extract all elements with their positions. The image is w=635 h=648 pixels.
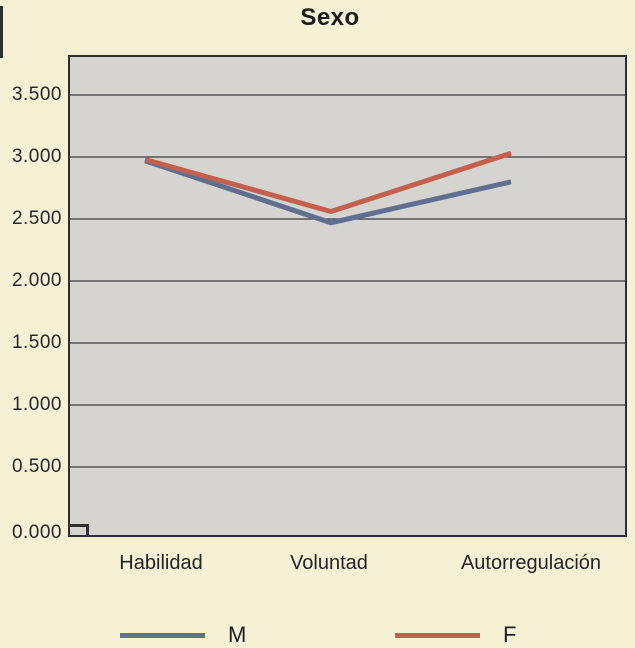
chart-canvas [70, 94, 625, 468]
series-line-f [144, 150, 512, 215]
legend-label: M [228, 622, 247, 647]
x-axis-category-label: Voluntad [290, 552, 368, 574]
y-axis-tick-label: 0.000 [11, 522, 62, 543]
x-axis-category-label: Autorregulación [460, 552, 602, 574]
legend-swatch-m [120, 632, 205, 638]
legend-item-f: F [395, 622, 516, 648]
x-axis-category-label: Habilidad [119, 552, 203, 574]
legend-item-m: M [120, 622, 246, 648]
y-axis-tick-label: 1.000 [11, 394, 62, 415]
y-axis-tick-label: 2.500 [11, 208, 62, 229]
y-axis-tick-label: 2.000 [11, 270, 62, 291]
legend-label: F [503, 622, 517, 647]
y-axis-tick-label: 1.500 [11, 332, 62, 353]
scan-artifact-mark [0, 6, 3, 58]
chart-title: Sexo [300, 4, 360, 31]
y-axis-tick-label: 0.500 [11, 456, 62, 477]
series-line-m [144, 158, 512, 226]
plot-area [68, 55, 627, 537]
legend-swatch-f [395, 632, 480, 638]
corner-notch [70, 524, 89, 535]
y-axis-tick-label: 3.500 [11, 84, 62, 105]
y-axis-tick-label: 3.000 [11, 146, 62, 167]
